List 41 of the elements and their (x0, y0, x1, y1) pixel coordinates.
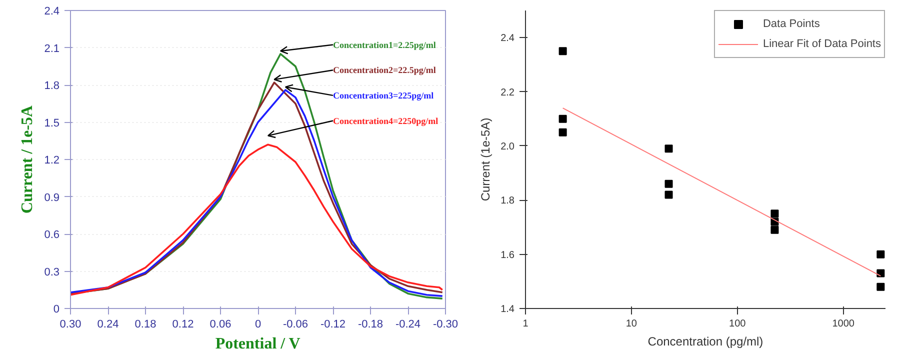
x-tick-label: 100 (729, 318, 746, 330)
text: Concentration1=2.25pg/ml (333, 40, 436, 50)
x-tick-label: -0.12 (320, 318, 346, 330)
y-tick-label: 1.5 (44, 117, 60, 130)
y-tick-label: 1.6 (500, 250, 515, 261)
x-tick-label: -0.30 (432, 318, 458, 330)
line-series (70, 144, 444, 296)
y-axis-title: Current / 1e-5A (19, 104, 36, 214)
x-tick-label: 0.30 (60, 318, 82, 330)
y-tick-label: 0.3 (44, 266, 60, 278)
y-tick-label: 2.4 (44, 6, 60, 18)
text: Concentration3=225pg/ml (333, 90, 434, 100)
x-tick-label: -0.06 (282, 318, 308, 330)
y-tick-label: 2.4 (500, 33, 515, 44)
x-tick-label: 0.18 (134, 318, 156, 330)
x-axis-title: Potential / V (215, 336, 301, 352)
y-tick-label: 1.4 (500, 304, 515, 315)
y-tick-label: 2.0 (500, 141, 515, 152)
text: Concentration2=22.5pg/ml (333, 65, 436, 76)
y-tick-label: 1.8 (44, 80, 60, 92)
y-tick-label: 0 (53, 304, 60, 316)
y-tick-label: 0.6 (44, 229, 60, 241)
x-axis-title: Concentration (pg/ml) (648, 334, 764, 348)
x-tick-label: 1 (522, 318, 529, 330)
text: Concentration4=2250pg/ml (333, 116, 439, 126)
x-tick-label: -0.18 (358, 318, 384, 330)
x-tick-label: -0.24 (395, 318, 421, 330)
x-tick-label: 0.12 (172, 318, 194, 330)
y-tick-label: 2.1 (44, 42, 60, 55)
y-tick-label: 0.9 (44, 192, 60, 204)
y-axis-title: Current (1e-5A) (478, 118, 493, 202)
x-tick-label: 0.24 (97, 318, 119, 330)
legend-label: Data Points (762, 18, 820, 30)
x-tick-label: 0 (254, 318, 262, 330)
y-tick-label: 1.2 (44, 154, 60, 166)
y-tick-label: 2.2 (500, 87, 515, 98)
x-tick-label: 1000 (832, 318, 855, 330)
x-tick-label: 0.06 (210, 318, 232, 330)
y-tick-label: 1.8 (500, 196, 515, 207)
legend-label: Linear Fit of Data Points (762, 38, 881, 50)
x-tick-label: 10 (626, 318, 638, 330)
